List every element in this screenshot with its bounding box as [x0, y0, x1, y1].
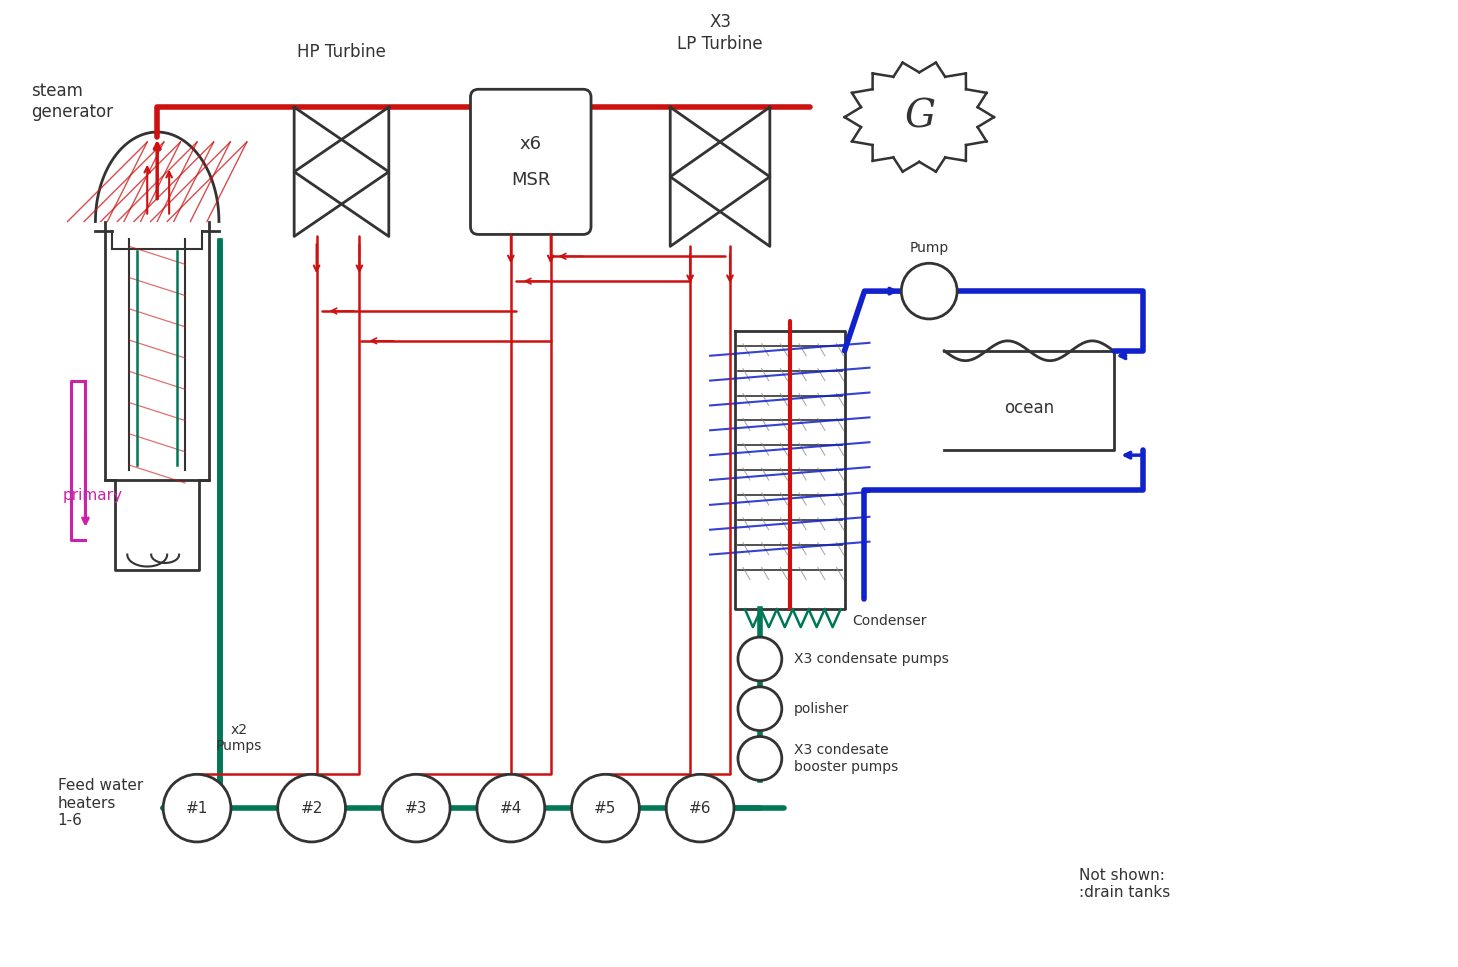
- Text: MSR: MSR: [512, 171, 551, 189]
- Text: #3: #3: [405, 801, 427, 815]
- Text: Feed water
heaters
1-6: Feed water heaters 1-6: [57, 778, 143, 828]
- FancyBboxPatch shape: [471, 89, 590, 234]
- Circle shape: [477, 775, 545, 842]
- Text: X3 condesate
booster pumps: X3 condesate booster pumps: [793, 744, 898, 774]
- Text: x6: x6: [519, 135, 542, 153]
- Text: HP Turbine: HP Turbine: [297, 44, 386, 62]
- Circle shape: [738, 737, 781, 780]
- Text: Condenser: Condenser: [853, 614, 927, 629]
- Text: x2
Pumps: x2 Pumps: [216, 723, 262, 753]
- Text: #5: #5: [595, 801, 617, 815]
- Circle shape: [901, 263, 956, 319]
- Text: Pump: Pump: [910, 242, 949, 255]
- Polygon shape: [671, 107, 770, 247]
- Text: steam
generator: steam generator: [31, 82, 112, 121]
- Circle shape: [163, 775, 230, 842]
- Circle shape: [572, 775, 640, 842]
- Circle shape: [666, 775, 733, 842]
- Circle shape: [738, 687, 781, 731]
- Text: G: G: [904, 99, 935, 135]
- Circle shape: [738, 637, 781, 681]
- Text: #1: #1: [185, 801, 208, 815]
- Polygon shape: [295, 107, 389, 236]
- Polygon shape: [671, 107, 770, 247]
- Text: Not shown:
:drain tanks: Not shown: :drain tanks: [1079, 867, 1169, 900]
- Text: ocean: ocean: [1003, 399, 1054, 418]
- Text: primary: primary: [63, 488, 122, 503]
- Text: polisher: polisher: [793, 702, 849, 716]
- Circle shape: [382, 775, 451, 842]
- Text: X3
LP Turbine: X3 LP Turbine: [677, 13, 763, 53]
- Text: #4: #4: [500, 801, 522, 815]
- Text: X3 condensate pumps: X3 condensate pumps: [793, 652, 949, 666]
- Text: #6: #6: [688, 801, 712, 815]
- Circle shape: [277, 775, 346, 842]
- Text: #2: #2: [300, 801, 322, 815]
- Polygon shape: [295, 107, 389, 236]
